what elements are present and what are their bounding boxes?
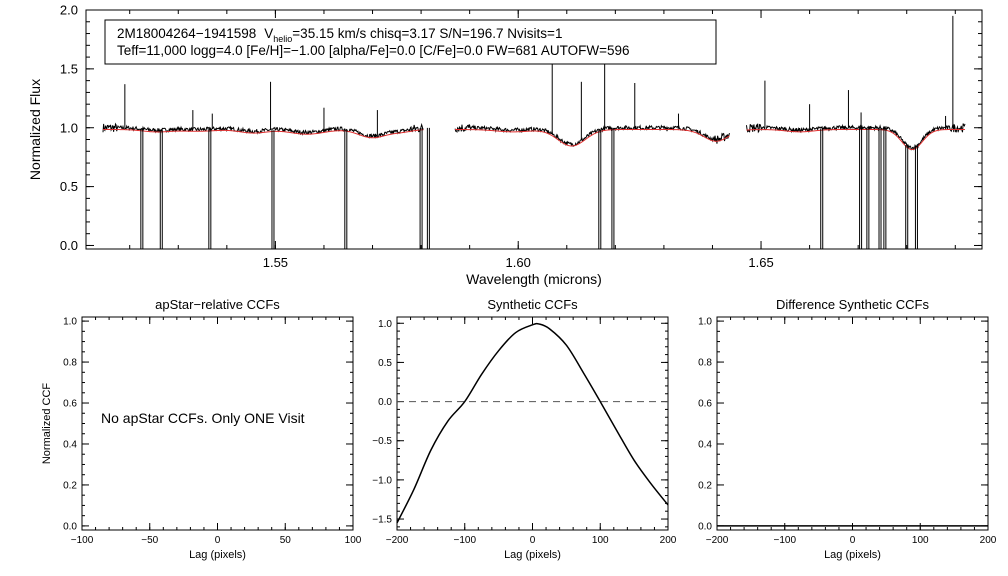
observed-spectrum-chip-2	[454, 124, 730, 148]
bad-pixel-drop	[878, 127, 882, 249]
synthetic-title: Synthetic CCFs	[487, 297, 578, 312]
difference-xtick-label: 200	[980, 535, 997, 546]
bad-pixel-drop	[419, 128, 423, 249]
difference-ytick-label: 0.2	[698, 480, 712, 491]
spectrum-ytick-label: 2.0	[60, 3, 78, 18]
synthetic-xtick-label: 200	[660, 535, 677, 546]
bad-pixel-drop	[914, 146, 918, 249]
apstar-xtick-label: 100	[345, 535, 362, 546]
bad-pixel-drop	[426, 127, 430, 249]
bad-pixel-drop	[159, 130, 163, 249]
difference-xtick-label: 100	[912, 535, 929, 546]
difference-xtick-label: −200	[706, 535, 729, 546]
spectrum-xtick-label: 1.65	[748, 255, 773, 270]
synthetic-xlabel: Lag (pixels)	[504, 549, 561, 561]
velocity-subscript: helio	[273, 34, 292, 44]
difference-xtick-label: 0	[850, 535, 856, 546]
apstar-xtick-label: −50	[141, 535, 158, 546]
bad-pixel-drop	[344, 129, 348, 249]
spectrum-xtick-label: 1.60	[506, 255, 531, 270]
bad-pixel-drop	[598, 129, 602, 249]
synthetic-frame	[396, 316, 669, 531]
info-line-1: 2M18004264−1941598 Vhelio=35.15 km/s chis…	[117, 26, 562, 44]
velocity-symbol: V	[264, 26, 273, 41]
difference-axes: −200 −100 0 100 200 0.0 0.2 0.4 0.6 0.8 1.0 Lag (pi…	[698, 297, 997, 561]
spectrum-ytick-label: 1.0	[60, 120, 78, 135]
difference-ytick-label: 0.8	[698, 358, 712, 369]
observed-spectrum-chip-3	[745, 123, 966, 151]
info-line-2: Teff=11,000 logg=4.0 [Fe/H]=−1.00 [alpha…	[117, 43, 630, 58]
synthetic-xtick-label: 100	[592, 535, 609, 546]
apstar-xlabel: Lag (pixels)	[189, 549, 246, 561]
difference-ytick-label: 0.6	[698, 399, 712, 410]
synthetic-ytick-label: −1.5	[372, 515, 392, 526]
spectrum-ytick-label: 1.5	[60, 61, 78, 76]
synthetic-ytick-label: −1.0	[372, 475, 392, 486]
synthetic-ytick-label: 0.0	[378, 397, 392, 408]
difference-title: Difference Synthetic CCFs	[776, 297, 929, 312]
info-box-frame	[104, 19, 717, 65]
info-box: 2M18004264−1941598 Vhelio=35.15 km/s chis…	[104, 19, 717, 65]
synthetic-ytick-label: 1.0	[378, 319, 392, 330]
difference-ytick-label: 0.0	[698, 521, 712, 532]
apstar-ytick-label: 0.0	[63, 521, 77, 532]
bad-pixel-drop	[866, 127, 870, 249]
spectrum-ylabel: Normalized Flux	[27, 79, 43, 180]
info-line-1-values: =35.15 km/s chisq=3.17 S/N=196.7 Nvisits…	[292, 26, 562, 41]
bad-pixel-drop	[820, 128, 824, 249]
synthetic-xtick-label: 0	[530, 535, 536, 546]
apstar-ytick-label: 0.8	[63, 358, 77, 369]
synthetic-ytick-label: −0.5	[372, 436, 392, 447]
difference-xtick-label: −100	[773, 535, 796, 546]
synthetic-ytick-label: 0.5	[378, 358, 392, 369]
apstar-xtick-label: −100	[71, 535, 94, 546]
apstar-xtick-label: 0	[215, 535, 221, 546]
model-spectrum-chip-3	[746, 129, 965, 151]
apstar-ytick-label: 0.6	[63, 399, 77, 410]
bad-pixel-drop	[905, 145, 909, 249]
difference-ytick-label: 1.0	[698, 317, 712, 328]
spectrum-frame	[85, 9, 983, 250]
bad-pixel-drop	[883, 128, 887, 249]
apstar-ytick-label: 1.0	[63, 317, 77, 328]
difference-xlabel: Lag (pixels)	[824, 549, 881, 561]
observed-spectrum-chip-1	[102, 122, 424, 139]
apstar-xtick-label: 50	[280, 535, 292, 546]
apstar-title: apStar−relative CCFs	[155, 297, 280, 312]
spectrum-axes: 1.55 1.60 1.65 0.0 0.5 1.0 1.5 2.0 Wavelength (m…	[27, 3, 983, 287]
model-spectrum-chip-1	[103, 129, 424, 139]
spectrum-xlabel: Wavelength (microns)	[466, 271, 602, 287]
synthetic-ccf-curve	[396, 322, 669, 524]
object-id: 2M18004264−1941598	[117, 26, 256, 41]
bad-pixel-drop	[611, 127, 615, 249]
spectrum-xtick-label: 1.55	[263, 255, 288, 270]
apstar-ytick-label: 0.4	[63, 439, 77, 450]
bad-pixel-drop	[140, 129, 144, 249]
apstar-ytick-label: 0.2	[63, 480, 77, 491]
synthetic-xtick-label: −100	[453, 535, 476, 546]
difference-ytick-label: 0.4	[698, 439, 712, 450]
spectrum-ytick-label: 0.0	[60, 238, 78, 253]
bad-pixel-drop	[859, 127, 863, 249]
no-ccf-message: No apStar CCFs. Only ONE Visit	[101, 410, 305, 426]
bad-pixel-drop	[271, 129, 275, 249]
difference-frame	[716, 316, 989, 531]
apstar-ylabel: Normalized CCF	[41, 383, 53, 465]
spectrum-ytick-label: 0.5	[60, 179, 78, 194]
synthetic-xtick-label: −200	[386, 535, 409, 546]
synthetic-axes: −200 −100 0 100 200 −1.5 −1.0 −0.5 0.0 0.5 1.0 Lag …	[372, 297, 677, 561]
bad-pixel-drop	[208, 129, 212, 249]
apstar-axes: −100 −50 0 50 100 0.0 0.2 0.4 0.6 0.8 1.0 Lag (pixe…	[41, 297, 362, 561]
model-spectrum-chip-2	[455, 129, 730, 147]
